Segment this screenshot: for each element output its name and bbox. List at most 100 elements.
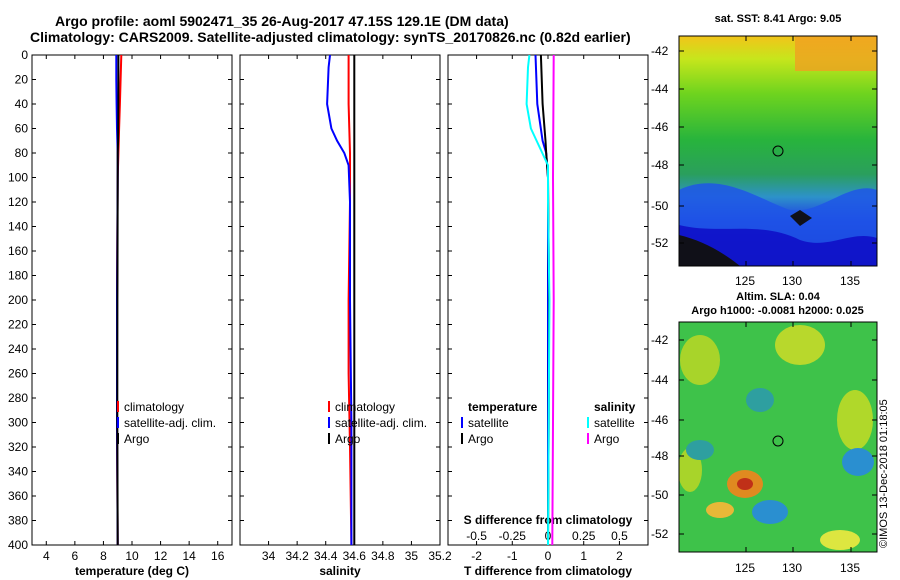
sst-lat-label: -52 (651, 236, 669, 250)
plot-frame (31, 54, 233, 546)
x-tick-label: 34.6 (343, 549, 367, 563)
sla-lon-labels: 125 130 135 (735, 561, 860, 575)
sla-lat-labels: -42 -44 -46 -48 -50 -52 (651, 333, 669, 541)
top-x-tick-label: -0.5 (466, 529, 487, 543)
x-tick-label: 6 (72, 549, 79, 563)
sla-profile-marker (772, 435, 784, 447)
x-tick-label: 2 (616, 549, 623, 563)
sst-map (678, 35, 878, 267)
sst-map-title: sat. SST: 8.41 Argo: 9.05 (714, 13, 842, 25)
x-axis-label: salinity (319, 564, 361, 578)
plot-frame (239, 54, 441, 546)
x-tick-label: 35 (405, 549, 419, 563)
legend-label-climatology: climatology (335, 400, 395, 414)
legend-label-s-argo: Argo (594, 432, 620, 446)
legend-label-argo: Argo (124, 432, 150, 446)
y-tick-label: 20 (15, 73, 29, 87)
sla-lon-label: 130 (782, 561, 802, 575)
difference-salinity-legend: salinity satellite Argo (587, 400, 636, 446)
x-axis-label: T difference from climatology (464, 564, 632, 578)
y-tick-label: 160 (8, 244, 28, 258)
sla-lon-label: 125 (735, 561, 755, 575)
sla-lat-label: -50 (651, 488, 669, 502)
legend-title-salinity: salinity (594, 400, 636, 414)
x-tick-label: -2 (471, 549, 482, 563)
x-tick-label: 34.4 (314, 549, 338, 563)
y-tick-label: 0 (21, 48, 28, 62)
sst-lon-labels: 125 130 135 (735, 274, 860, 288)
series-line-s-argo (551, 54, 555, 546)
y-tick-label: 400 (8, 538, 28, 552)
y-tick-label: 200 (8, 293, 28, 307)
temperature-legend: climatology satellite-adj. clim. Argo (117, 400, 216, 446)
sst-lat-label: -42 (651, 44, 669, 58)
difference-temperature-legend: temperature satellite Argo (461, 400, 538, 446)
x-tick-label: 34.2 (285, 549, 309, 563)
sst-lat-label: -50 (651, 199, 669, 213)
x-tick-label: 34 (262, 549, 276, 563)
top-x-tick-label: 0.5 (611, 529, 628, 543)
plot-title-line1: Argo profile: aoml 5902471_35 26-Aug-201… (55, 13, 509, 29)
legend-label-satellite: satellite-adj. clim. (335, 416, 427, 430)
x-tick-label: 4 (43, 549, 50, 563)
x-axis-label: temperature (deg C) (75, 564, 189, 578)
x-tick-label: 14 (182, 549, 196, 563)
series-line-satellite-adj-clim- (326, 54, 353, 545)
sla-map-title: Altim. SLA: 0.04 (736, 291, 820, 303)
salinity-panel: 34 34.2 34.4 34.6 34.8 35 35.2 salinity (239, 54, 452, 578)
x-tick-label: 16 (211, 549, 225, 563)
x-tick-label: 35.2 (428, 549, 452, 563)
x-tick-label: 34.8 (371, 549, 395, 563)
y-tick-label: 340 (8, 465, 28, 479)
x-tick-label: 0 (545, 549, 552, 563)
y-tick-label: 320 (8, 440, 28, 454)
y-tick-label: 280 (8, 391, 28, 405)
sst-lon-label: 130 (782, 274, 802, 288)
y-tick-label: 240 (8, 342, 28, 356)
sla-lat-label: -44 (651, 373, 669, 387)
sla-map (678, 321, 878, 553)
salinity-legend: climatology satellite-adj. clim. Argo (328, 400, 427, 446)
sst-profile-marker (772, 145, 784, 157)
sla-lat-label: -42 (651, 333, 669, 347)
legend-title-temperature: temperature (468, 400, 538, 414)
y-tick-label: 180 (8, 269, 28, 283)
x-tick-label: 10 (125, 549, 139, 563)
sst-lat-label: -48 (651, 158, 669, 172)
series-line-s-satellite (525, 54, 551, 546)
legend-label-t-satellite: satellite (468, 416, 509, 430)
y-tick-label: 60 (15, 122, 29, 136)
legend-label-satellite: satellite-adj. clim. (124, 416, 216, 430)
y-tick-label: 80 (15, 146, 29, 160)
temperature-panel: 0 20 40 60 80 100 120 140 160 180 200 220 240 260 280 3… (8, 48, 233, 578)
sla-lat-label: -48 (651, 449, 669, 463)
sst-lon-label: 135 (840, 274, 860, 288)
sst-lat-labels: -42 -44 -46 -48 -50 -52 (651, 44, 669, 250)
x-tick-label: 1 (580, 549, 587, 563)
y-tick-label: 100 (8, 171, 28, 185)
legend-label-argo: Argo (335, 432, 361, 446)
plot-title-line2: Climatology: CARS2009. Satellite-adjuste… (30, 29, 631, 45)
sla-lat-label: -52 (651, 527, 669, 541)
series-line-argo (116, 55, 120, 546)
series-line-t-satellite (534, 54, 549, 545)
y-tick-label: 220 (8, 318, 28, 332)
x-tick-label: -1 (507, 549, 518, 563)
legend-label-t-argo: Argo (468, 432, 494, 446)
sla-lon-label: 135 (840, 561, 860, 575)
y-tick-label: 380 (8, 514, 28, 528)
y-tick-label: 260 (8, 367, 28, 381)
sst-lat-label: -44 (651, 82, 669, 96)
y-tick-label: 360 (8, 489, 28, 503)
sst-lon-label: 125 (735, 274, 755, 288)
y-tick-label: 300 (8, 416, 28, 430)
x-tick-label: 8 (100, 549, 107, 563)
top-x-tick-label: -0.25 (499, 529, 527, 543)
top-x-tick-label: 0.25 (572, 529, 596, 543)
y-tick-label: 40 (15, 97, 29, 111)
sst-lat-label: -46 (651, 120, 669, 134)
sla-lat-label: -46 (651, 413, 669, 427)
x-tick-label: 12 (154, 549, 168, 563)
